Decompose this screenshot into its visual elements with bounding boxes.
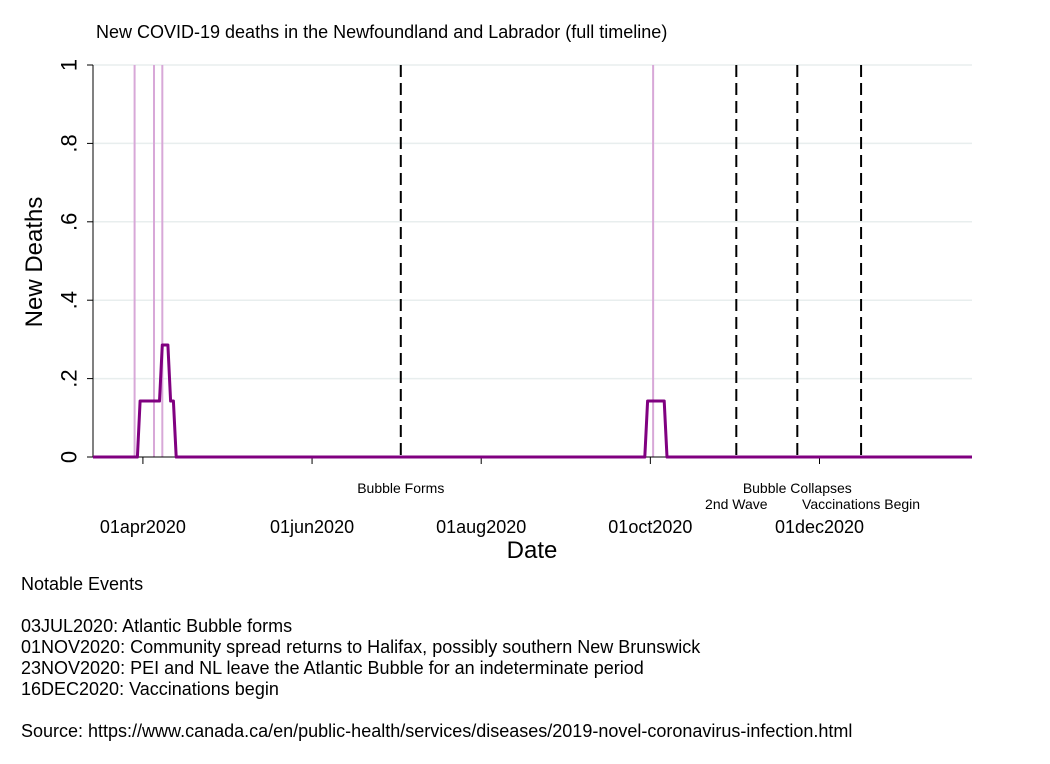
notes-heading: Notable Events: [21, 574, 144, 594]
death-event-lines: [133, 65, 655, 457]
x-axis-label: Date: [507, 537, 558, 564]
y-tick-label: .2: [57, 369, 82, 387]
event-label: Bubble Forms: [357, 480, 444, 496]
y-tick-label: 0: [57, 451, 82, 463]
x-tick-label: 01jun2020: [270, 517, 354, 537]
gridlines: [93, 64, 972, 380]
note-line: 01NOV2020: Community spread returns to H…: [21, 637, 701, 657]
event-label: 2nd Wave: [705, 496, 768, 512]
y-tick-label: .8: [57, 134, 82, 152]
x-tick-label: 01oct2020: [608, 517, 692, 537]
x-tick-label: 01dec2020: [775, 517, 864, 537]
x-tick-label: 01apr2020: [100, 517, 186, 537]
y-axis-label: New Deaths: [21, 197, 48, 328]
chart: New COVID-19 deaths in the Newfoundland …: [21, 22, 972, 564]
y-tick-label: .4: [57, 291, 82, 309]
note-line: 03JUL2020: Atlantic Bubble forms: [21, 616, 293, 636]
x-tick-label: 01aug2020: [436, 517, 526, 537]
event-label: Bubble Collapses: [743, 480, 852, 496]
notes-panel: Notable Events 03JUL2020: Atlantic Bubbl…: [21, 574, 852, 742]
note-line: 16DEC2020: Vaccinations begin: [21, 679, 279, 699]
event-label: Vaccinations Begin: [802, 496, 920, 512]
source-line: Source: https://www.canada.ca/en/public-…: [21, 721, 853, 741]
axes: 0 .2 .4 .6 .8 1 01apr2020 01jun2020 01aug2020 01o…: [57, 59, 972, 537]
note-line: 23NOV2020: PEI and NL leave the Atlantic…: [21, 658, 644, 678]
y-tick-label: 1: [57, 59, 82, 71]
series-group: [93, 343, 972, 459]
series-line: [93, 343, 972, 459]
chart-title: New COVID-19 deaths in the Newfoundland …: [96, 22, 667, 42]
y-tick-label: .6: [57, 213, 82, 231]
